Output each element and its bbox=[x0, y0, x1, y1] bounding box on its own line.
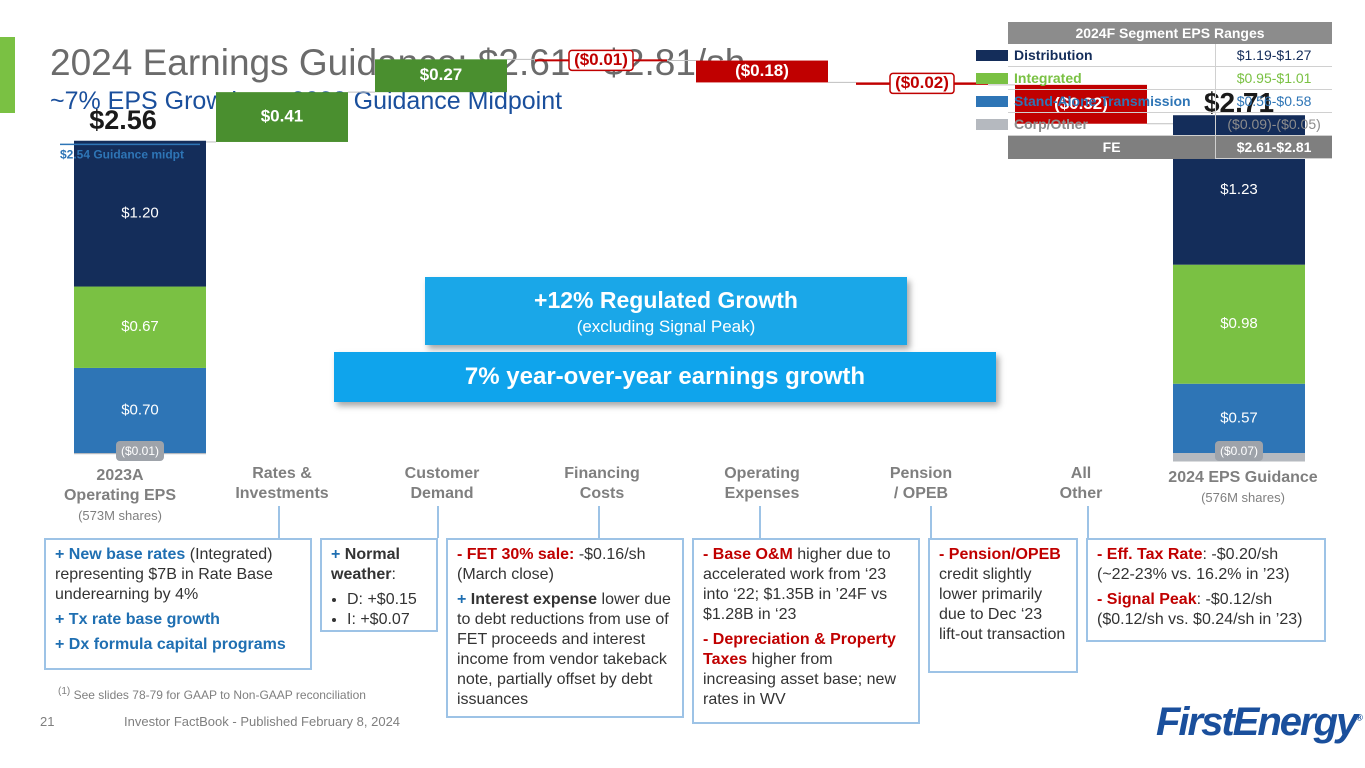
segment-range: $0.95-$1.01 bbox=[1215, 66, 1332, 90]
segment-eps-table: 2024F Segment EPS Ranges Distribution $1… bbox=[976, 22, 1332, 159]
note-pension-opeb: - Pension/OPEB credit slightly lower pri… bbox=[928, 538, 1078, 673]
note-financing-costs: - FET 30% sale: -$0.16/sh (March close) … bbox=[446, 538, 684, 718]
segment-range: ($0.09)-($0.05) bbox=[1215, 112, 1332, 136]
step-label: ($0.18) bbox=[735, 61, 789, 80]
start-label-integrated: $0.67 bbox=[121, 318, 159, 335]
segment-total-name: FE bbox=[1008, 135, 1216, 159]
end-label-transmission: $0.57 bbox=[1220, 409, 1258, 426]
category-2024-guidance: 2024 EPS Guidance (576M shares) bbox=[1168, 469, 1318, 505]
step-label: ($0.01) bbox=[574, 50, 628, 69]
published-note: Investor FactBook - Published February 8… bbox=[124, 714, 401, 729]
step-bar bbox=[696, 60, 828, 83]
category-operating-expenses: Operating Expenses bbox=[724, 465, 800, 502]
regulated-growth-note: (excluding Signal Peak) bbox=[576, 317, 756, 336]
note-connector bbox=[759, 506, 761, 538]
note-connector bbox=[437, 506, 439, 538]
step-bar bbox=[375, 59, 507, 93]
category-2023a: 2023A Operating EPS (573M shares) bbox=[63, 467, 177, 523]
step-label-box bbox=[568, 49, 634, 72]
segment-name: Stand-Alone Transmission bbox=[1008, 89, 1216, 113]
note-connector bbox=[598, 506, 600, 538]
step-label: $0.27 bbox=[420, 65, 463, 84]
integrated-swatch bbox=[976, 72, 1008, 84]
step-bar bbox=[216, 92, 348, 142]
note-operating-expenses: - Base O&M higher due to accelerated wor… bbox=[692, 538, 920, 724]
guidance-midpoint-label: $2.54 Guidance midpt bbox=[60, 148, 184, 162]
note-all-other: - Eff. Tax Rate: -$0.20/sh (~22-23% vs. … bbox=[1086, 538, 1326, 642]
segment-table-header: 2024F Segment EPS Ranges bbox=[1008, 22, 1332, 44]
firstenergy-logo: FirstEnergy® bbox=[1156, 700, 1363, 744]
start-bar-integrated bbox=[74, 286, 206, 368]
category-rates-investments: Rates & Investments bbox=[235, 465, 329, 502]
category-pension-opeb: Pension / OPEB bbox=[889, 465, 953, 502]
start-total-label: $2.56 bbox=[89, 105, 157, 135]
end-label-integrated: $0.98 bbox=[1220, 315, 1258, 332]
step-label: ($0.02) bbox=[895, 73, 949, 92]
distribution-swatch bbox=[976, 49, 1008, 61]
corp-other-swatch bbox=[976, 118, 1008, 130]
note-rates-investments: + New base rates (Integrated) representi… bbox=[44, 538, 312, 670]
category-all-other: All Other bbox=[1059, 465, 1103, 502]
end-corp-other-badge bbox=[1215, 441, 1263, 461]
end-label-corp-other: ($0.07) bbox=[1220, 444, 1258, 458]
regulated-growth-callout: +12% Regulated Growth (excluding Signal … bbox=[425, 277, 907, 345]
note-connector bbox=[278, 506, 280, 538]
page-number: 21 bbox=[40, 714, 55, 729]
footnote: (1) See slides 78-79 for GAAP to Non-GAA… bbox=[58, 686, 366, 702]
regulated-growth-text: +12% Regulated Growth bbox=[534, 287, 798, 313]
segment-table-header-row: 2024F Segment EPS Ranges bbox=[976, 22, 1332, 44]
yoy-growth-text: 7% year-over-year earnings growth bbox=[464, 363, 866, 390]
start-label-distribution: $1.20 bbox=[121, 205, 159, 222]
note-connector bbox=[1087, 506, 1089, 538]
segment-range: $0.56-$0.58 bbox=[1215, 89, 1332, 113]
note-connector bbox=[930, 506, 932, 538]
segment-total-row: FE $2.61-$2.81 bbox=[976, 135, 1332, 159]
start-label-transmission: $0.70 bbox=[121, 401, 159, 418]
title-accent-bar bbox=[0, 37, 15, 113]
weather-bullet: I: +$0.07 bbox=[347, 610, 427, 630]
end-label-distribution: $1.23 bbox=[1220, 181, 1258, 198]
weather-bullet: D: +$0.15 bbox=[347, 590, 427, 610]
category-customer-demand: Customer Demand bbox=[404, 465, 480, 502]
segment-name: Integrated bbox=[1008, 66, 1216, 90]
start-bar-transmission bbox=[74, 367, 206, 453]
start-label-corp-other: ($0.01) bbox=[121, 444, 159, 458]
segment-row: Integrated $0.95-$1.01 bbox=[976, 66, 1332, 90]
note-customer-demand: + Normal weather: D: +$0.15 I: +$0.07 bbox=[320, 538, 438, 632]
segment-row: Distribution $1.19-$1.27 bbox=[976, 44, 1332, 67]
step-label-box bbox=[889, 72, 955, 95]
segment-name: Corp/Other bbox=[1008, 112, 1216, 136]
segment-row: Corp/Other ($0.09)-($0.05) bbox=[976, 112, 1332, 136]
end-bar-integrated bbox=[1173, 264, 1305, 384]
segment-row: Stand-Alone Transmission $0.56-$0.58 bbox=[976, 89, 1332, 113]
yoy-growth-callout: 7% year-over-year earnings growth bbox=[334, 352, 996, 402]
step-label: $0.41 bbox=[261, 107, 304, 126]
segment-name: Distribution bbox=[1008, 44, 1216, 67]
transmission-swatch bbox=[976, 95, 1008, 107]
category-financing-costs: Financing Costs bbox=[564, 465, 640, 502]
start-corp-other-badge bbox=[116, 441, 164, 461]
segment-total-range: $2.61-$2.81 bbox=[1215, 135, 1332, 159]
start-bar-distribution bbox=[74, 140, 206, 287]
segment-range: $1.19-$1.27 bbox=[1215, 44, 1332, 67]
